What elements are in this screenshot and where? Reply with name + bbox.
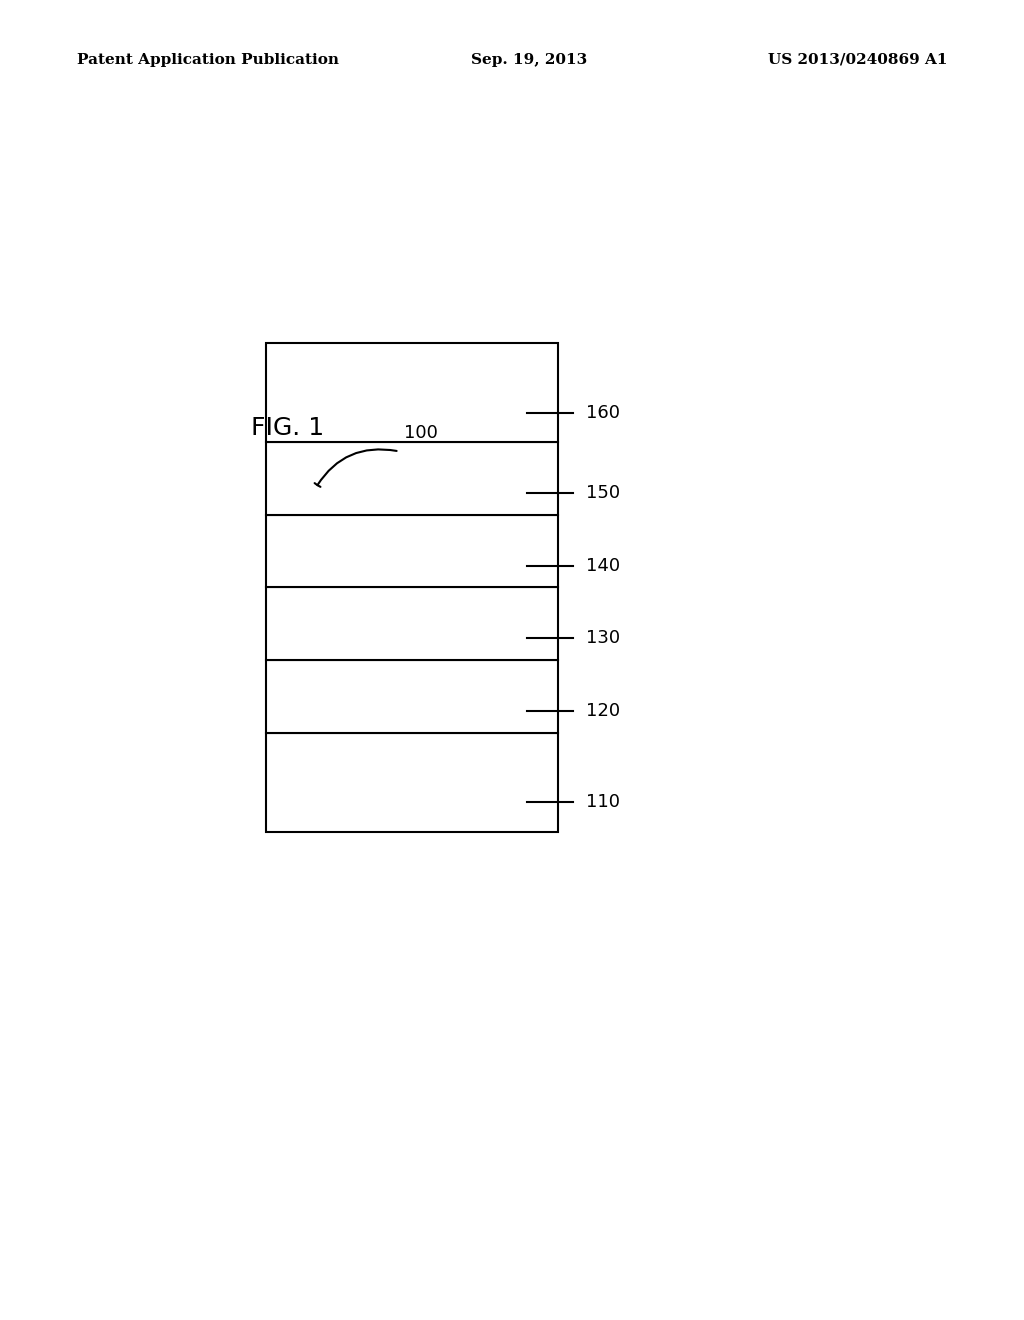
Text: Sep. 19, 2013: Sep. 19, 2013 [471, 53, 588, 67]
Text: 140: 140 [586, 557, 620, 574]
Text: US 2013/0240869 A1: US 2013/0240869 A1 [768, 53, 947, 67]
Text: Patent Application Publication: Patent Application Publication [77, 53, 339, 67]
Text: 110: 110 [586, 793, 620, 810]
Bar [266, 442, 558, 515]
Text: 100: 100 [404, 424, 438, 442]
Bar [266, 587, 558, 660]
Bar [266, 660, 558, 733]
Bar [266, 515, 558, 587]
Bar [266, 733, 558, 832]
Text: FIG. 1: FIG. 1 [251, 416, 324, 440]
Text: 150: 150 [586, 484, 620, 502]
Text: 120: 120 [586, 702, 620, 719]
Text: 130: 130 [586, 630, 620, 647]
Text: 160: 160 [586, 404, 620, 421]
Bar [266, 343, 558, 442]
